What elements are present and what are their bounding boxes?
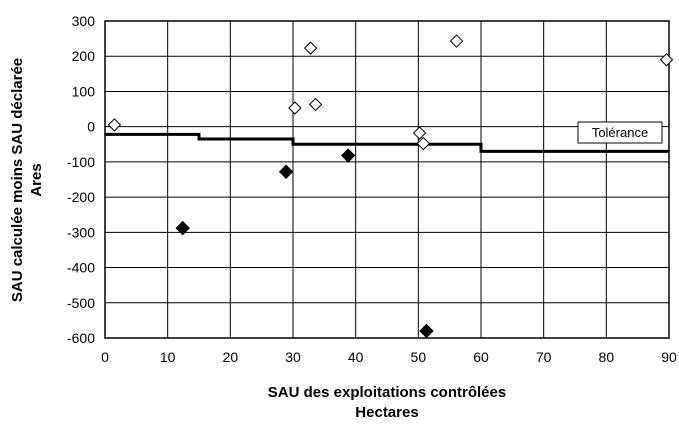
plot-area — [104, 20, 670, 339]
y-tick-label: -500 — [67, 295, 95, 311]
x-tick-label: 0 — [101, 349, 109, 365]
x-tick-label: 40 — [348, 349, 364, 365]
y-tick-label: 0 — [87, 119, 95, 135]
hollow-diamond-point — [412, 126, 427, 140]
hollow-diamond-point — [107, 118, 122, 132]
x-tick-label: 10 — [160, 349, 176, 365]
x-axis-unit: Hectares — [355, 404, 418, 421]
y-tick-label: 200 — [72, 48, 96, 64]
hollow-diamond-point — [449, 34, 464, 48]
y-tick-label: -600 — [67, 330, 95, 346]
y-tick-label: -100 — [67, 154, 95, 170]
y-axis-unit: Ares — [28, 163, 45, 196]
hollow-diamond-point — [288, 101, 302, 115]
hollow-diamond-point — [303, 41, 318, 55]
x-tick-label: 90 — [661, 349, 677, 365]
tolerance-label: Tolérance — [592, 125, 648, 140]
hollow-diamond-point — [416, 136, 431, 151]
y-tick-label: -200 — [67, 189, 95, 205]
x-tick-label: 60 — [473, 349, 489, 365]
y-tick-label: 100 — [72, 83, 96, 99]
x-axis-title: SAU des exploitations contrôlées — [268, 384, 506, 401]
x-tick-label: 30 — [285, 349, 301, 365]
grid-lines — [105, 21, 669, 338]
hollow-diamond-point — [659, 53, 674, 67]
tolerance-label-box: Tolérance — [577, 121, 663, 144]
x-tick-label: 20 — [223, 349, 239, 365]
x-tick-labels: 0 10 20 30 40 50 60 70 80 90 — [101, 349, 677, 365]
x-tick-label: 50 — [411, 349, 427, 365]
y-tick-label: -400 — [67, 260, 95, 276]
filled-diamond-point — [175, 220, 190, 236]
y-axis-title: SAU calculée moins SAU déclarée — [9, 58, 26, 302]
x-tick-label: 70 — [536, 349, 552, 365]
y-tick-label: 300 — [72, 13, 96, 29]
filled-diamond-point — [419, 323, 434, 339]
y-tick-labels: 300 200 100 0 -100 -200 -300 -400 -500 -600 — [67, 13, 95, 346]
filled-diamond-point — [278, 164, 294, 179]
filled-diamond-point — [340, 148, 356, 163]
y-tick-label: -300 — [67, 224, 95, 240]
data-markers — [107, 34, 674, 339]
x-tick-label: 80 — [599, 349, 615, 365]
tolerance-line — [105, 132, 669, 153]
hollow-diamond-point — [308, 97, 323, 112]
